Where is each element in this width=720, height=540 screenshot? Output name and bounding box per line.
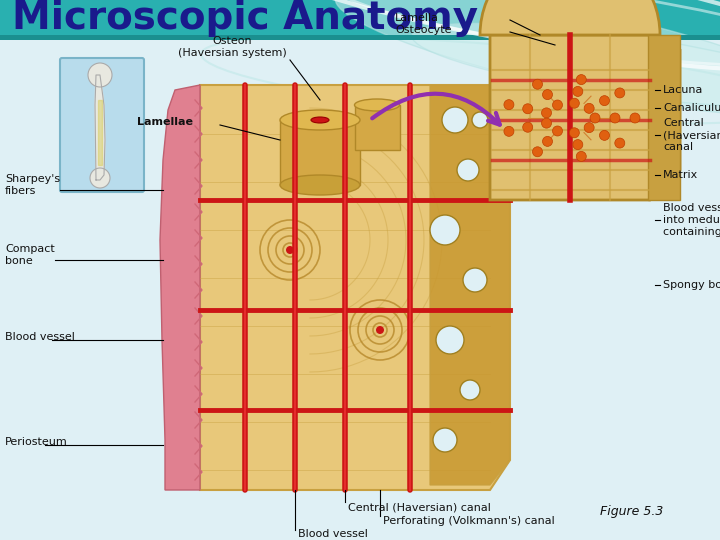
Circle shape — [541, 108, 552, 118]
Text: Osteocyte: Osteocyte — [395, 25, 451, 35]
Text: Compact
bone: Compact bone — [5, 244, 55, 266]
Text: Lacuna: Lacuna — [663, 85, 703, 95]
Circle shape — [584, 123, 594, 133]
Text: Blood vessel: Blood vessel — [5, 332, 75, 342]
Circle shape — [542, 90, 552, 99]
Text: Lamellae: Lamellae — [137, 117, 193, 127]
Circle shape — [460, 380, 480, 400]
Circle shape — [576, 75, 586, 85]
Circle shape — [541, 118, 552, 128]
Circle shape — [523, 104, 533, 114]
Circle shape — [457, 159, 479, 181]
Text: Periosteum: Periosteum — [5, 437, 68, 447]
Circle shape — [584, 103, 594, 113]
Polygon shape — [98, 100, 102, 165]
PathPatch shape — [490, 35, 680, 200]
Bar — [280, 120, 360, 185]
Polygon shape — [95, 75, 105, 180]
Wedge shape — [480, 0, 660, 35]
Circle shape — [570, 128, 580, 138]
Circle shape — [472, 112, 488, 128]
Circle shape — [610, 113, 620, 123]
Text: Blood vessel: Blood vessel — [298, 529, 368, 539]
Circle shape — [600, 96, 609, 106]
Text: Osteon
(Haversian system): Osteon (Haversian system) — [178, 36, 287, 58]
Circle shape — [533, 147, 542, 157]
Circle shape — [376, 326, 384, 334]
Circle shape — [463, 268, 487, 292]
Circle shape — [552, 100, 562, 110]
Text: Central (Haversian) canal: Central (Haversian) canal — [348, 502, 491, 512]
Circle shape — [88, 63, 112, 87]
Text: Matrix: Matrix — [663, 170, 698, 180]
Circle shape — [576, 151, 586, 161]
Ellipse shape — [280, 175, 360, 195]
Circle shape — [542, 137, 552, 146]
Text: Microscopic Anatomy of Bone: Microscopic Anatomy of Bone — [12, 0, 659, 37]
Text: Central
(Haversian)
canal: Central (Haversian) canal — [663, 118, 720, 152]
Circle shape — [504, 100, 514, 110]
Circle shape — [573, 139, 582, 150]
Text: Blood vessel continues
into medullary cavity
containing marrow: Blood vessel continues into medullary ca… — [663, 204, 720, 237]
Circle shape — [590, 113, 600, 123]
Bar — [0, 0, 720, 35]
Circle shape — [433, 428, 457, 452]
Circle shape — [436, 326, 464, 354]
Circle shape — [630, 113, 640, 123]
Circle shape — [442, 107, 468, 133]
Ellipse shape — [280, 110, 360, 130]
Circle shape — [615, 138, 625, 148]
Text: Perforating (Volkmann's) canal: Perforating (Volkmann's) canal — [383, 516, 554, 526]
Circle shape — [615, 88, 625, 98]
Ellipse shape — [311, 117, 329, 123]
Bar — [648, 35, 680, 200]
Circle shape — [504, 126, 514, 136]
Circle shape — [523, 122, 533, 132]
PathPatch shape — [160, 85, 200, 490]
Bar — [0, 35, 720, 40]
Circle shape — [552, 126, 562, 136]
Ellipse shape — [336, 0, 720, 115]
FancyBboxPatch shape — [60, 58, 144, 192]
Text: Spongy bone: Spongy bone — [663, 280, 720, 290]
Bar — [355, 105, 400, 150]
PathPatch shape — [200, 85, 510, 490]
Text: Figure 5.3: Figure 5.3 — [600, 505, 663, 518]
Ellipse shape — [412, 23, 720, 107]
Text: Sharpey's
fibers: Sharpey's fibers — [5, 174, 60, 196]
Circle shape — [600, 130, 609, 140]
Circle shape — [286, 246, 294, 254]
Circle shape — [570, 98, 580, 108]
PathPatch shape — [430, 85, 510, 485]
Circle shape — [430, 215, 460, 245]
Text: Canaliculus: Canaliculus — [663, 103, 720, 113]
Ellipse shape — [354, 99, 400, 111]
Circle shape — [573, 86, 582, 97]
Circle shape — [533, 79, 542, 89]
Circle shape — [90, 168, 110, 188]
Text: Lamella: Lamella — [395, 13, 439, 23]
